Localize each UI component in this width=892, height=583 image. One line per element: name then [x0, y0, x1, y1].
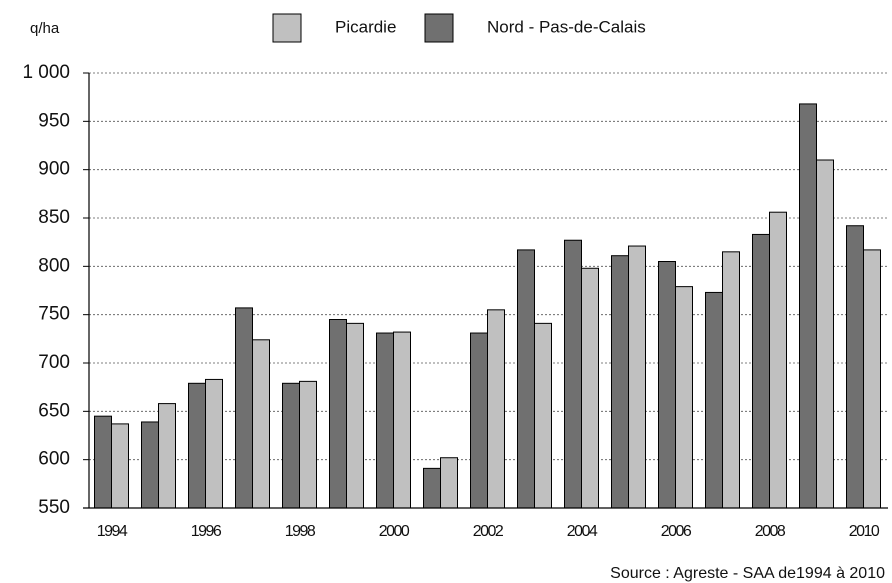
y-tick-label: 800: [38, 255, 70, 276]
bar: [675, 286, 693, 509]
bar: [141, 421, 159, 509]
bar: [94, 415, 112, 509]
bar: [705, 291, 723, 509]
y-tick-label: 700: [38, 352, 70, 373]
y-tick-label: 950: [38, 110, 70, 131]
bar: [628, 245, 646, 509]
bar: [534, 322, 552, 509]
x-tick-label: 2000: [379, 523, 410, 540]
source: Source : Agreste - SAA de1994 à 2010: [610, 565, 885, 582]
bar: [393, 331, 411, 509]
y-tick-label: 750: [38, 304, 70, 325]
bar: [816, 159, 834, 509]
x-tick-label: 2008: [755, 523, 786, 540]
bar: [581, 267, 599, 509]
bar: [205, 378, 223, 509]
x-tick-label: 2010: [849, 523, 880, 540]
legend-swatch: [424, 13, 454, 43]
bar: [611, 255, 629, 509]
x-tick-label: 2004: [567, 523, 598, 540]
legend-label: Picardie: [335, 17, 396, 36]
legend-swatch: [272, 13, 302, 43]
y-tick-label: 650: [38, 400, 70, 421]
bar: [722, 251, 740, 509]
bar: [111, 423, 129, 509]
bar: [329, 319, 347, 509]
x-tick-label: 1998: [285, 523, 316, 540]
y-tick-label: 1 000: [22, 62, 70, 83]
bar: [376, 332, 394, 509]
bar: [440, 457, 458, 509]
x-tick-label: 1994: [97, 523, 128, 540]
bar: [846, 225, 864, 509]
bar: [423, 467, 441, 509]
bar: [188, 382, 206, 509]
bar: [658, 261, 676, 509]
bar: [252, 339, 270, 509]
y-axis-label: q/ha: [30, 20, 60, 37]
legend-label: Nord - Pas-de-Calais: [487, 17, 646, 36]
y-tick-label: 850: [38, 207, 70, 228]
bar: [158, 403, 176, 509]
bar: [517, 249, 535, 509]
bar: [282, 382, 300, 509]
x-tick-label: 1996: [191, 523, 222, 540]
bar: [487, 309, 505, 509]
x-tick-label: 2002: [473, 523, 504, 540]
bar: [564, 239, 582, 509]
bar: [299, 380, 317, 509]
x-tick-label: 2006: [661, 523, 692, 540]
bar: [470, 332, 488, 509]
bar: [769, 211, 787, 509]
bar: [235, 307, 253, 509]
y-tick-label: 900: [38, 159, 70, 180]
bar: [799, 103, 817, 509]
bar: [863, 249, 881, 509]
bar: [752, 233, 770, 509]
y-tick-label: 600: [38, 449, 70, 470]
y-tick-label: 550: [38, 497, 70, 518]
bar: [346, 322, 364, 509]
